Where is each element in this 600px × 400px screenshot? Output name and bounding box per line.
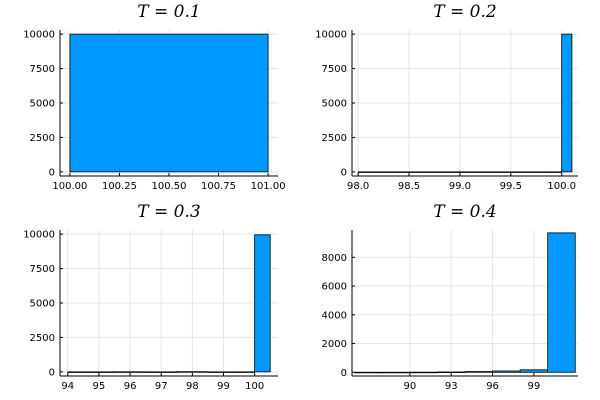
x-tick-label: 98.0 [347,181,369,192]
y-tick-label: 2500 [30,333,55,344]
x-tick-label: 100.25 [102,181,137,192]
y-tick-label: 7500 [30,64,55,75]
histogram-bar [409,371,438,374]
x-tick-label: 98 [186,381,199,392]
histogram-bar [354,371,383,374]
panel-t-0-2: 98.0 98.5 99.0 99.5 100.0 0 2500 5000 7500 10000 T… [315,2,578,192]
panel-title: T = 0.3 [137,202,200,222]
histogram-bar [207,371,240,373]
histogram-bar [519,369,549,373]
x-tick-label: 100.0 [547,181,576,192]
y-tick-label: 5000 [30,299,55,310]
y-tick-label: 8000 [322,253,347,264]
x-tick-label: 99 [528,381,541,392]
panel-title: T = 0.2 [433,2,496,22]
x-tick-label: 99.5 [500,181,522,192]
y-tick-label: 7500 [322,64,347,75]
histogram-bar [551,171,563,173]
x-tick-label: 97 [155,381,168,392]
x-tick-label: 99 [217,381,230,392]
y-tick-label: 0 [341,167,347,178]
histogram-bar [69,33,269,173]
x-tick-label: 100.75 [201,181,236,192]
x-tick-label: 96 [486,381,499,392]
histogram-bar [238,371,256,373]
y-tick-label: 0 [341,368,347,379]
histogram-bar [176,371,209,373]
y-tick-label: 0 [49,367,55,378]
y-tick-label: 10000 [23,30,55,41]
panel-t-0-3: 94 95 96 97 98 99 100 0 2500 5000 7500 10000 T = 0.3 [23,202,278,392]
x-tick-label: 100.00 [52,181,87,192]
x-tick-label: 95 [93,381,106,392]
panel-title: T = 0.4 [433,202,496,222]
x-tick-label: 100.50 [152,181,187,192]
histogram-bar [114,371,147,373]
histogram-bar [67,371,115,373]
x-tick-label: 96 [124,381,137,392]
y-tick-label: 0 [49,167,55,178]
x-tick-label: 101.00 [251,181,286,192]
x-tick-label: 99.0 [449,181,471,192]
histogram-bar [561,33,573,173]
y-tick-label: 10000 [315,30,347,41]
x-tick-label: 94 [61,381,74,392]
panel-title: T = 0.1 [137,2,200,22]
panel-t-0-1: 100.00 100.25 100.50 100.75 101.00 0 2500 5000 7… [23,2,285,192]
y-tick-label: 7500 [30,264,55,275]
y-tick-label: 2500 [322,133,347,144]
y-tick-label: 2000 [322,339,347,350]
histogram-bar [381,371,411,374]
histogram-bar [437,371,466,373]
histogram-bar [547,232,576,373]
histogram-bar [254,234,271,373]
histogram-bar [357,171,552,173]
x-tick-label: 100 [245,381,264,392]
x-tick-label: 93 [445,381,458,392]
histogram-bar [145,371,178,373]
x-tick-label: 98.5 [398,181,420,192]
y-tick-label: 5000 [322,99,347,110]
histogram-bar [492,370,521,373]
panel-t-0-4: 90 93 96 99 0 2000 4000 6000 8000 T = 0.4 [322,202,578,392]
histogram-bar [464,371,493,373]
x-tick-label: 90 [404,381,417,392]
y-tick-label: 4000 [322,310,347,321]
y-tick-label: 10000 [23,230,55,241]
y-tick-label: 6000 [322,282,347,293]
y-tick-label: 5000 [30,99,55,110]
y-tick-label: 2500 [30,133,55,144]
